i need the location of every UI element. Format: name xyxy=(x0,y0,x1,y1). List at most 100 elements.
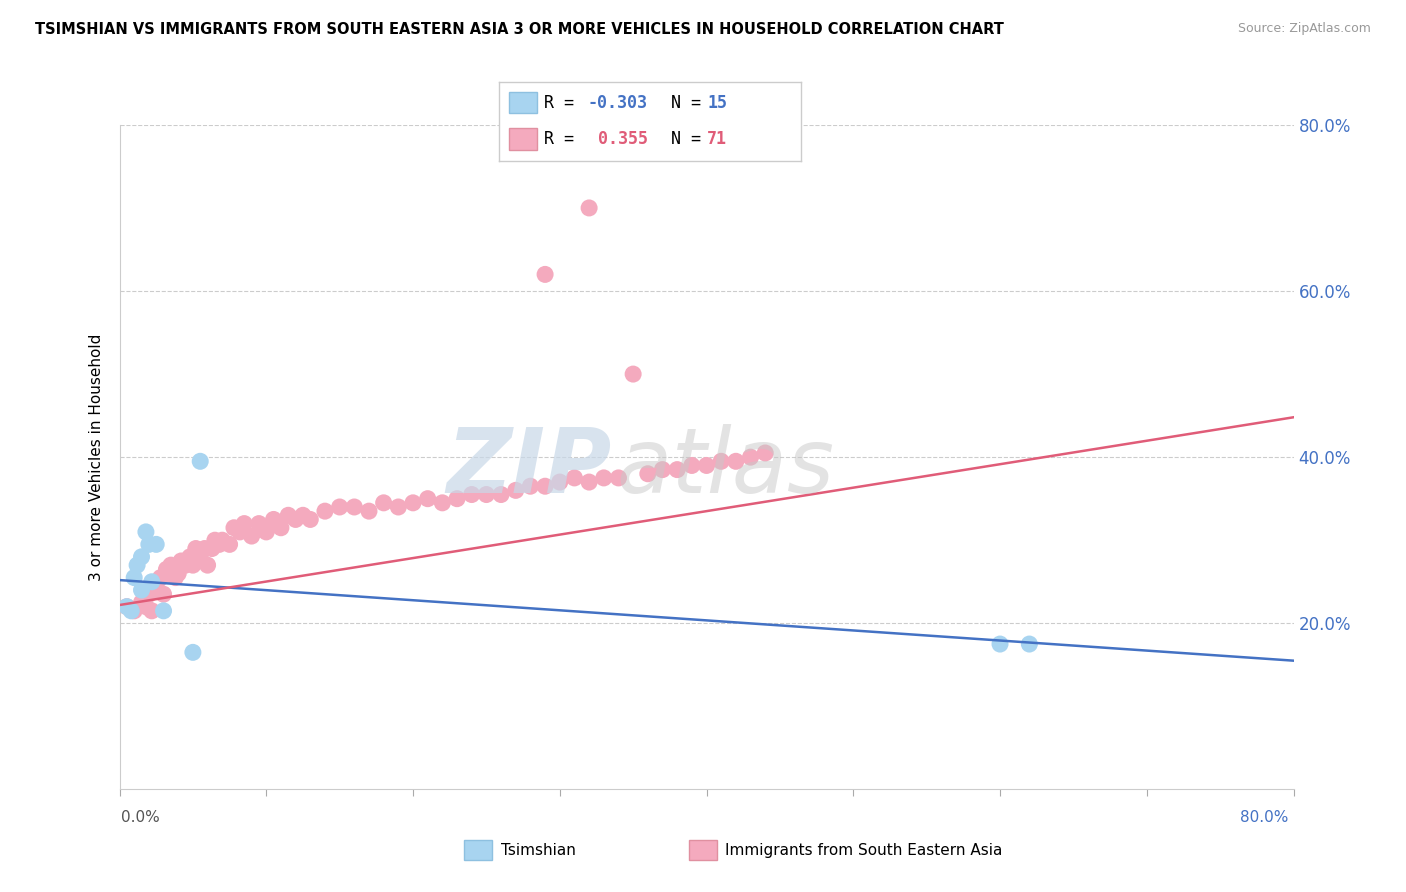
Point xyxy=(254,524,277,539)
Point xyxy=(194,541,217,556)
Point xyxy=(131,583,153,598)
Point xyxy=(155,562,177,576)
Point xyxy=(165,571,187,585)
Point xyxy=(188,549,211,564)
Text: R =: R = xyxy=(544,94,583,112)
Point xyxy=(402,496,425,510)
Text: 80.0%: 80.0% xyxy=(1240,810,1288,825)
Point xyxy=(122,604,145,618)
Point xyxy=(696,458,718,473)
Point xyxy=(141,604,163,618)
Point xyxy=(152,604,174,618)
Point xyxy=(138,537,160,551)
Point xyxy=(218,537,240,551)
Point xyxy=(475,487,498,501)
Point xyxy=(988,637,1011,651)
Point xyxy=(740,450,762,465)
Text: Immigrants from South Eastern Asia: Immigrants from South Eastern Asia xyxy=(725,843,1002,857)
Point xyxy=(222,521,245,535)
Point xyxy=(174,558,197,573)
Point xyxy=(578,475,600,489)
Point xyxy=(505,483,527,498)
Point xyxy=(1018,637,1040,651)
Text: N =: N = xyxy=(651,130,711,148)
Point xyxy=(329,500,352,514)
Point xyxy=(373,496,395,510)
Point xyxy=(387,500,409,514)
Point xyxy=(145,579,167,593)
Point xyxy=(637,467,659,481)
Point xyxy=(314,504,336,518)
Point xyxy=(534,268,557,282)
Text: N =: N = xyxy=(651,94,711,112)
Point xyxy=(519,479,541,493)
Point xyxy=(201,541,224,556)
Point xyxy=(229,524,252,539)
Point xyxy=(754,446,776,460)
Point xyxy=(564,471,586,485)
Text: TSIMSHIAN VS IMMIGRANTS FROM SOUTH EASTERN ASIA 3 OR MORE VEHICLES IN HOUSEHOLD : TSIMSHIAN VS IMMIGRANTS FROM SOUTH EASTE… xyxy=(35,22,1004,37)
Point xyxy=(724,454,747,468)
Point xyxy=(131,595,153,609)
Point xyxy=(263,512,285,526)
Point xyxy=(592,471,614,485)
Text: atlas: atlas xyxy=(616,425,834,512)
Point xyxy=(416,491,439,506)
Text: Source: ZipAtlas.com: Source: ZipAtlas.com xyxy=(1237,22,1371,36)
Point xyxy=(135,524,157,539)
Point xyxy=(432,496,454,510)
Text: 0.0%: 0.0% xyxy=(121,810,160,825)
Point xyxy=(208,537,231,551)
Point xyxy=(131,549,153,564)
Point xyxy=(681,458,703,473)
Point xyxy=(277,508,299,523)
Point xyxy=(284,512,307,526)
Point xyxy=(460,487,484,501)
Point xyxy=(489,487,512,501)
Point xyxy=(270,521,292,535)
Point xyxy=(534,479,557,493)
Point xyxy=(710,454,733,468)
Point xyxy=(179,549,201,564)
Point xyxy=(138,587,160,601)
Point xyxy=(181,558,204,573)
Point xyxy=(204,533,226,548)
Point xyxy=(115,599,138,614)
Point xyxy=(299,512,322,526)
Point xyxy=(181,645,204,659)
Text: -0.303: -0.303 xyxy=(588,94,648,112)
Point xyxy=(291,508,314,523)
Point xyxy=(247,516,270,531)
Point xyxy=(145,537,167,551)
Point xyxy=(167,566,190,581)
Point xyxy=(127,558,149,573)
Point xyxy=(135,599,157,614)
Text: R =: R = xyxy=(544,130,583,148)
Point xyxy=(152,587,174,601)
Point xyxy=(607,471,630,485)
Point xyxy=(120,604,142,618)
Point xyxy=(197,558,219,573)
Point xyxy=(170,554,193,568)
Text: 71: 71 xyxy=(707,130,727,148)
Point xyxy=(115,599,138,614)
Point xyxy=(446,491,468,506)
Text: 0.355: 0.355 xyxy=(588,130,648,148)
Text: ZIP: ZIP xyxy=(446,425,612,512)
Point xyxy=(141,574,163,589)
Point xyxy=(343,500,366,514)
Text: Tsimshian: Tsimshian xyxy=(501,843,575,857)
Point xyxy=(578,201,600,215)
Point xyxy=(160,558,183,573)
Point xyxy=(651,462,673,476)
Point xyxy=(621,367,644,381)
Point xyxy=(357,504,380,518)
Point xyxy=(184,541,207,556)
Text: 15: 15 xyxy=(707,94,727,112)
Point xyxy=(188,454,211,468)
Point xyxy=(548,475,571,489)
Point xyxy=(233,516,256,531)
Point xyxy=(666,462,689,476)
Point xyxy=(122,571,145,585)
Y-axis label: 3 or more Vehicles in Household: 3 or more Vehicles in Household xyxy=(89,334,104,581)
